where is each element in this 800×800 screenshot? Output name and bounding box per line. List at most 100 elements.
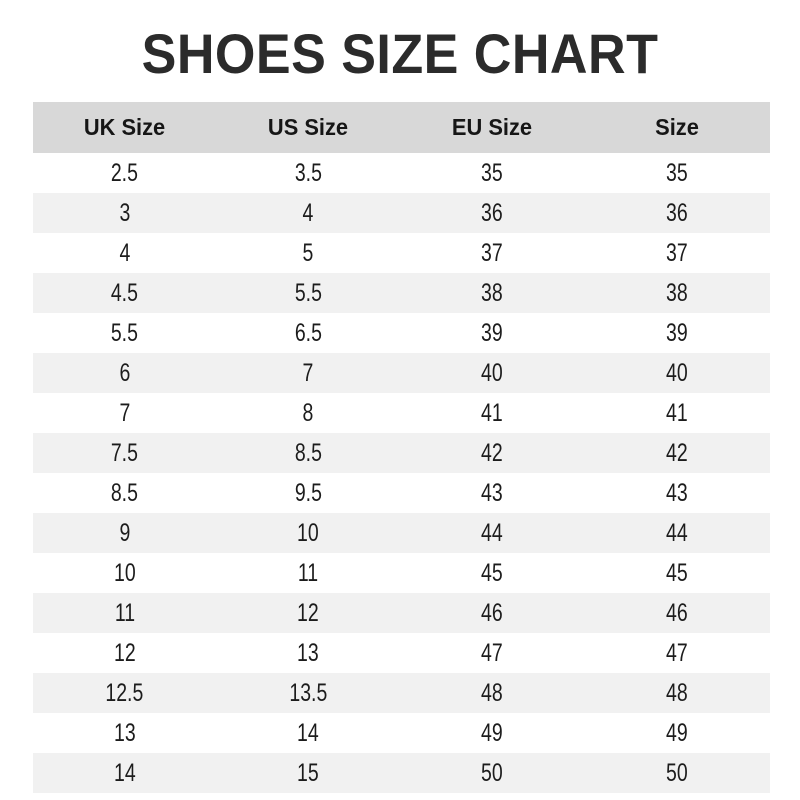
cell-value: 45: [481, 559, 503, 587]
table-cell: 7: [33, 393, 216, 433]
table-cell: 7.5: [33, 433, 216, 473]
table-cell: 49: [584, 713, 770, 753]
cell-value: 39: [481, 319, 503, 347]
column-header-us-size: US Size: [267, 114, 349, 140]
table-cell: 40: [400, 353, 584, 393]
table-cell: 8.5: [33, 473, 216, 513]
table-cell: 38: [400, 273, 584, 313]
cell-value: 36: [481, 199, 503, 227]
page-title: SHOES SIZE CHART: [141, 22, 659, 85]
table-cell: 41: [400, 393, 584, 433]
cell-value: 10: [297, 519, 319, 547]
table-cell: 47: [400, 633, 584, 673]
table-cell: 37: [400, 233, 584, 273]
table-cell: 47: [584, 633, 770, 673]
cell-value: 40: [666, 359, 688, 387]
cell-value: 3: [119, 199, 130, 227]
table-cell: 36: [584, 193, 770, 233]
table-header: UK Size US Size EU Size Size: [33, 102, 770, 153]
cell-value: 38: [481, 279, 503, 307]
cell-value: 10: [113, 559, 136, 587]
table-cell: 5: [216, 233, 400, 273]
cell-value: 4: [119, 239, 130, 267]
table-row: 5.5 6.5 39 39: [33, 313, 770, 353]
table-cell: 4.5: [33, 273, 216, 313]
cell-value: 6: [119, 359, 130, 387]
table-row: 4 5 37 37: [33, 233, 770, 273]
table-cell: 35: [400, 153, 584, 193]
table-cell: 9: [33, 513, 216, 553]
table-cell: 44: [584, 513, 770, 553]
table-cell: 40: [584, 353, 770, 393]
cell-value: 50: [481, 759, 503, 787]
cell-value: 45: [666, 559, 688, 587]
cell-value: 43: [481, 479, 503, 507]
table-cell: 11: [33, 593, 216, 633]
table-row: 7.5 8.5 42 42: [33, 433, 770, 473]
cell-value: 44: [481, 519, 503, 547]
cell-value: 36: [666, 199, 688, 227]
column-header-uk-size: UK Size: [83, 114, 166, 140]
table-cell: 5.5: [216, 273, 400, 313]
table-cell: 12.5: [33, 673, 216, 713]
cell-value: 41: [666, 399, 688, 427]
cell-value: 12.5: [105, 679, 144, 707]
table-row: 4.5 5.5 38 38: [33, 273, 770, 313]
cell-value: 4: [302, 199, 314, 227]
table-cell: 7: [216, 353, 400, 393]
table-row: 10 11 45 45: [33, 553, 770, 593]
cell-value: 5.5: [110, 319, 139, 347]
cell-value: 15: [297, 759, 319, 787]
cell-value: 8: [302, 399, 314, 427]
table-cell: 11: [216, 553, 400, 593]
cell-value: 13: [297, 639, 319, 667]
table-row: 14 15 50 50: [33, 753, 770, 793]
cell-value: 9: [119, 519, 130, 547]
table-cell: 48: [584, 673, 770, 713]
cell-value: 50: [666, 759, 688, 787]
table-row: 12.5 13.5 48 48: [33, 673, 770, 713]
table-row: 7 8 41 41: [33, 393, 770, 433]
table-cell: 15: [216, 753, 400, 793]
table-cell: 8.5: [216, 433, 400, 473]
cell-value: 13.5: [289, 679, 327, 707]
cell-value: 5: [302, 239, 314, 267]
table-cell: 35: [584, 153, 770, 193]
cell-value: 7: [302, 359, 314, 387]
cell-value: 4.5: [110, 279, 139, 307]
cell-value: 37: [481, 239, 503, 267]
table-row: 8.5 9.5 43 43: [33, 473, 770, 513]
cell-value: 6.5: [294, 319, 322, 347]
table-row: 9 10 44 44: [33, 513, 770, 553]
table-cell: 42: [400, 433, 584, 473]
cell-value: 46: [481, 599, 503, 627]
cell-value: 48: [666, 679, 688, 707]
cell-value: 11: [114, 599, 135, 627]
table-cell: 39: [400, 313, 584, 353]
cell-value: 12: [297, 599, 319, 627]
table-body: 2.5 3.5 35 35 3 4 36 36 4 5 37 37 4.5 5.5 38 38 5.5 6.5 39…: [33, 153, 770, 793]
table-cell: 36: [400, 193, 584, 233]
cell-value: 48: [481, 679, 503, 707]
table-cell: 49: [400, 713, 584, 753]
table-cell: 3.5: [216, 153, 400, 193]
cell-value: 8.5: [294, 439, 322, 467]
table-cell: 13: [33, 713, 216, 753]
table-cell: 46: [400, 593, 584, 633]
table-cell: 10: [33, 553, 216, 593]
table-cell: 50: [400, 753, 584, 793]
cell-value: 35: [481, 159, 503, 187]
table-cell: 45: [584, 553, 770, 593]
cell-value: 47: [666, 639, 688, 667]
table-row: 3 4 36 36: [33, 193, 770, 233]
table-cell: 3: [33, 193, 216, 233]
cell-value: 13: [113, 719, 136, 747]
cell-value: 44: [666, 519, 688, 547]
table-cell: 14: [33, 753, 216, 793]
cell-value: 14: [113, 759, 136, 787]
table-cell: 43: [400, 473, 584, 513]
table-cell: 13.5: [216, 673, 400, 713]
table-row: 6 7 40 40: [33, 353, 770, 393]
cell-value: 38: [666, 279, 688, 307]
table-cell: 12: [216, 593, 400, 633]
